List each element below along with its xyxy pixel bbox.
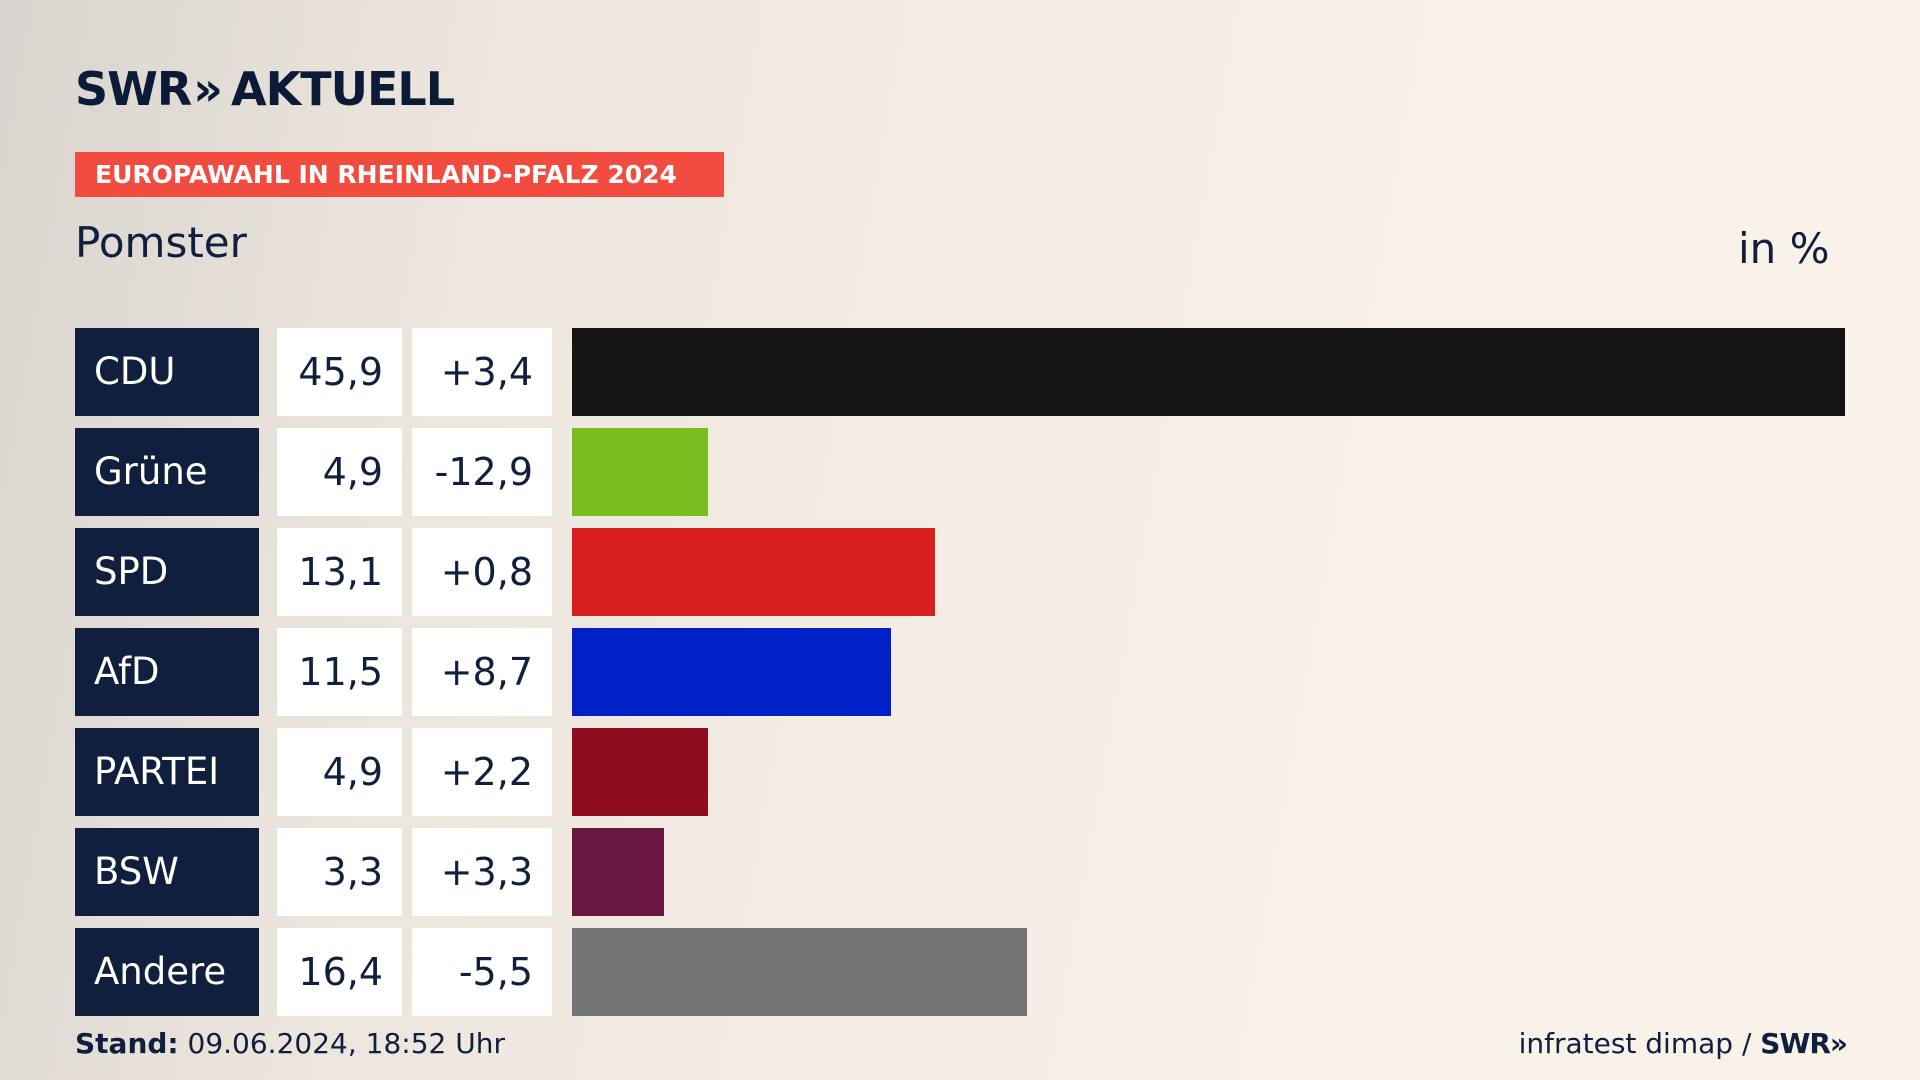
- logo-suffix-text: AKTUELL: [231, 62, 455, 116]
- vote-change-value: +8,7: [412, 628, 552, 716]
- party-label: CDU: [75, 328, 259, 416]
- vote-share-value: 4,9: [277, 728, 402, 816]
- vote-share-value: 13,1: [277, 528, 402, 616]
- unit-label: in %: [1738, 224, 1830, 273]
- logo-swr-text: SWR: [75, 62, 192, 116]
- source-credit: infratest dimap / SWR»: [1518, 1027, 1848, 1060]
- vote-change-value: +3,4: [412, 328, 552, 416]
- source-swr-logo: SWR: [1760, 1027, 1831, 1060]
- vote-share-value: 45,9: [277, 328, 402, 416]
- result-bar: [572, 628, 891, 716]
- place-title: Pomster: [75, 218, 247, 267]
- result-bar: [572, 928, 1027, 1016]
- result-bar: [572, 528, 935, 616]
- result-bar: [572, 428, 708, 516]
- party-label: SPD: [75, 528, 259, 616]
- stand-value: 09.06.2024, 18:52 Uhr: [178, 1027, 505, 1060]
- party-label: Andere: [75, 928, 259, 1016]
- vote-change-value: -5,5: [412, 928, 552, 1016]
- vote-share-value: 16,4: [277, 928, 402, 1016]
- vote-share-value: 4,9: [277, 428, 402, 516]
- party-label: PARTEI: [75, 728, 259, 816]
- party-label: AfD: [75, 628, 259, 716]
- vote-change-value: -12,9: [412, 428, 552, 516]
- source-chevron-icon: »: [1829, 1027, 1848, 1060]
- vote-change-value: +0,8: [412, 528, 552, 616]
- result-bar: [572, 728, 708, 816]
- source-text: infratest dimap /: [1518, 1027, 1761, 1060]
- swr-aktuell-logo: SWR» AKTUELL: [75, 66, 455, 112]
- vote-change-value: +2,2: [412, 728, 552, 816]
- election-banner: EUROPAWAHL IN RHEINLAND-PFALZ 2024: [75, 152, 724, 197]
- vote-share-value: 3,3: [277, 828, 402, 916]
- party-label: Grüne: [75, 428, 259, 516]
- timestamp: Stand: 09.06.2024, 18:52 Uhr: [75, 1030, 505, 1058]
- result-bar: [572, 828, 664, 916]
- vote-change-value: +3,3: [412, 828, 552, 916]
- stand-label: Stand:: [75, 1027, 179, 1060]
- logo-chevron-icon: »: [193, 62, 223, 116]
- vote-share-value: 11,5: [277, 628, 402, 716]
- result-bar: [572, 328, 1845, 416]
- party-label: BSW: [75, 828, 259, 916]
